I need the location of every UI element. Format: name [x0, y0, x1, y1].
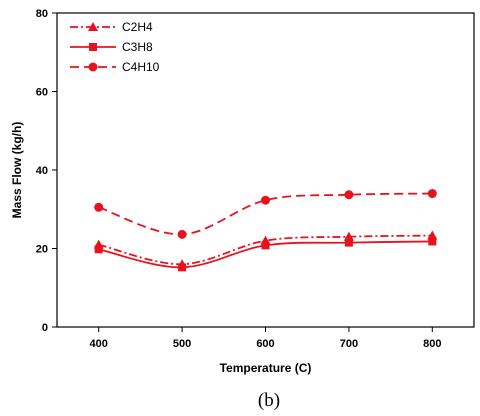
data-point [344, 190, 354, 200]
legend-marker [88, 22, 98, 31]
data-point [178, 263, 187, 272]
legend: C2H4 C3H8 C4H10 [70, 20, 160, 74]
plot-frame [56, 12, 475, 328]
axis-ticks: 400 500 600 700 800 0 20 40 60 80 [36, 8, 442, 350]
legend-item: C3H8 [70, 40, 153, 54]
data-point [343, 231, 354, 241]
data-point [177, 229, 187, 239]
data-point [261, 241, 270, 250]
legend-item: C2H4 [70, 20, 153, 34]
x-tick-label: 700 [340, 338, 358, 350]
legend-item: C4H10 [70, 60, 160, 74]
x-tick-label: 600 [256, 338, 274, 350]
y-tick-label: 20 [36, 244, 48, 256]
data-point [427, 230, 438, 240]
series-line [98, 192, 433, 236]
legend-label: C3H8 [122, 40, 153, 54]
data-point [428, 237, 437, 246]
x-tick-label: 400 [90, 338, 108, 350]
x-tick-label: 800 [423, 338, 441, 350]
y-axis-title: Mass Flow (kg/h) [10, 122, 24, 219]
y-tick-label: 40 [36, 165, 48, 177]
data-point [94, 245, 103, 254]
series-c4h10 [94, 189, 437, 239]
series-layer [93, 189, 438, 272]
legend-label: C2H4 [122, 20, 153, 34]
series-c3h8 [94, 237, 437, 272]
data-point [344, 238, 353, 247]
data-point [94, 202, 104, 212]
y-tick-label: 0 [42, 322, 48, 334]
x-axis-title: Temperature (C) [220, 361, 312, 375]
caption: (b) [258, 390, 280, 411]
data-point [427, 189, 437, 199]
data-point [261, 195, 270, 205]
legend-label: C4H10 [122, 60, 160, 74]
legend-marker [89, 43, 97, 51]
y-tick-label: 80 [36, 8, 48, 20]
y-tick-label: 60 [36, 87, 48, 99]
legend-marker [88, 62, 98, 72]
x-tick-label: 500 [173, 338, 191, 350]
